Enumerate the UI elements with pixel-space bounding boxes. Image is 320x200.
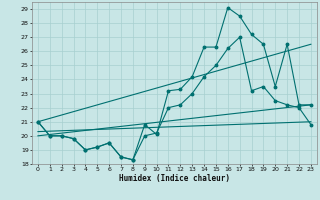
X-axis label: Humidex (Indice chaleur): Humidex (Indice chaleur) — [119, 174, 230, 183]
